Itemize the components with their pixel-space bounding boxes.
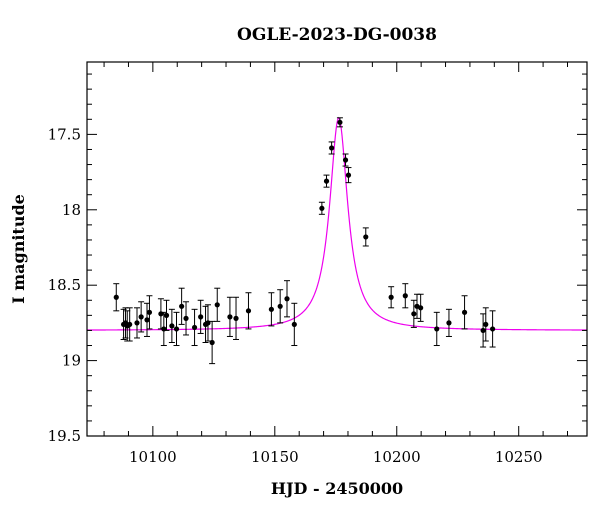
data-point — [482, 307, 489, 342]
data-marker — [227, 314, 233, 320]
data-point — [445, 308, 452, 337]
data-marker — [183, 315, 189, 321]
data-marker — [198, 314, 204, 320]
data-marker — [113, 294, 119, 300]
data-point — [417, 293, 424, 322]
data-marker — [483, 321, 489, 328]
data-marker — [490, 326, 496, 332]
data-point — [489, 310, 496, 348]
data-point — [233, 296, 240, 340]
data-point — [388, 286, 395, 309]
data-marker — [345, 172, 352, 178]
data-marker — [214, 302, 220, 308]
data-point — [336, 117, 343, 128]
data-point — [138, 301, 145, 333]
plot-frame — [86, 61, 588, 437]
y-axis-label: I magnitude — [9, 194, 28, 304]
data-point — [245, 292, 252, 330]
data-marker — [319, 205, 325, 211]
data-marker — [329, 145, 335, 151]
chart-title: OGLE-2023-DG-0038 — [237, 25, 437, 45]
data-marker — [127, 321, 133, 328]
y-tick-label: 18.5 — [48, 276, 81, 294]
data-marker — [323, 178, 330, 184]
y-tick-label: 17.5 — [48, 125, 81, 143]
x-tick-label: 10150 — [251, 448, 299, 466]
data-point — [345, 167, 352, 184]
data-point — [402, 283, 409, 309]
data-point — [328, 141, 335, 155]
data-marker — [480, 327, 486, 334]
data-point — [480, 313, 487, 348]
data-marker — [191, 324, 198, 331]
data-point — [113, 283, 120, 312]
data-point — [226, 296, 233, 337]
data-point — [433, 311, 440, 347]
data-marker — [342, 157, 349, 163]
data-marker — [434, 326, 440, 332]
data-point — [183, 301, 190, 336]
data-marker — [233, 315, 239, 321]
data-point — [146, 295, 153, 330]
data-marker — [337, 119, 343, 125]
data-marker — [163, 312, 170, 318]
data-marker — [268, 306, 274, 312]
data-marker — [388, 294, 394, 300]
data-point — [157, 298, 164, 330]
data-marker — [446, 320, 452, 326]
axis-ticks: 10100 10150 10200 10250 17.5 18 18.5 19 19.5 — [48, 62, 587, 466]
data-marker — [134, 320, 140, 326]
data-point — [126, 307, 133, 342]
data-point — [277, 289, 284, 324]
data-point — [323, 174, 330, 188]
data-point — [197, 299, 204, 334]
y-tick-label: 19 — [62, 352, 81, 370]
data-point — [342, 153, 349, 167]
data-marker — [146, 309, 153, 315]
data-marker — [138, 314, 144, 320]
data-point — [410, 299, 417, 328]
data-point — [284, 280, 290, 318]
data-marker — [363, 234, 369, 240]
plot-area — [87, 116, 587, 365]
x-tick-label: 10100 — [129, 448, 177, 466]
x-tick-label: 10250 — [495, 448, 543, 466]
data-marker — [245, 308, 252, 314]
data-marker — [291, 321, 297, 328]
data-point — [163, 299, 170, 331]
data-point — [178, 287, 185, 325]
data-marker — [461, 309, 468, 315]
data-point — [134, 307, 140, 339]
model-fit-curve — [87, 116, 587, 331]
data-marker — [169, 323, 175, 329]
data-point — [362, 227, 369, 247]
data-marker — [402, 293, 408, 299]
x-axis-label: HJD - 2450000 — [271, 479, 403, 498]
data-marker — [277, 303, 283, 309]
data-point — [168, 308, 175, 343]
data-point — [173, 311, 180, 347]
data-point — [209, 320, 216, 365]
y-tick-label: 18 — [62, 201, 81, 219]
data-marker — [418, 305, 424, 311]
data-marker — [284, 296, 290, 302]
data-point — [461, 295, 468, 330]
data-marker — [209, 339, 215, 346]
data-marker — [411, 311, 417, 317]
x-tick-label: 10200 — [373, 448, 421, 466]
data-marker — [144, 317, 150, 323]
data-point — [214, 287, 221, 322]
data-marker — [173, 326, 180, 332]
y-tick-label: 19.5 — [48, 427, 81, 445]
data-marker — [179, 303, 185, 309]
data-point — [318, 201, 325, 215]
data-point — [291, 302, 298, 347]
data-point — [191, 308, 198, 347]
data-point — [268, 292, 275, 327]
